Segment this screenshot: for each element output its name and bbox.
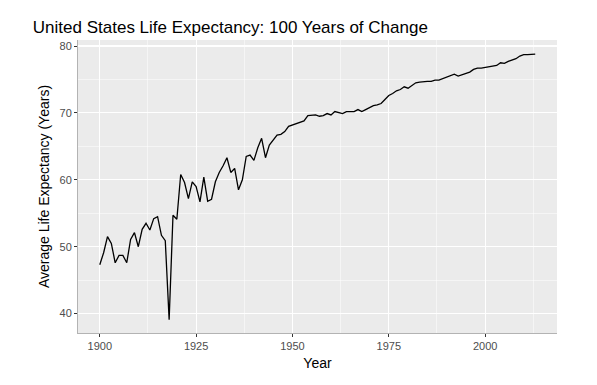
svg-text:United States Life Expectancy:: United States Life Expectancy: 100 Years… (33, 18, 428, 37)
svg-text:80: 80 (60, 40, 72, 52)
svg-text:1950: 1950 (280, 340, 304, 352)
svg-text:70: 70 (60, 107, 72, 119)
svg-text:Average Life Expectancy (Years: Average Life Expectancy (Years) (36, 85, 52, 288)
svg-text:1925: 1925 (184, 340, 208, 352)
svg-text:40: 40 (60, 307, 72, 319)
svg-text:1975: 1975 (377, 340, 401, 352)
svg-text:Year: Year (303, 355, 332, 371)
svg-text:50: 50 (60, 241, 72, 253)
svg-text:1900: 1900 (88, 340, 112, 352)
svg-text:2000: 2000 (473, 340, 497, 352)
svg-text:60: 60 (60, 174, 72, 186)
